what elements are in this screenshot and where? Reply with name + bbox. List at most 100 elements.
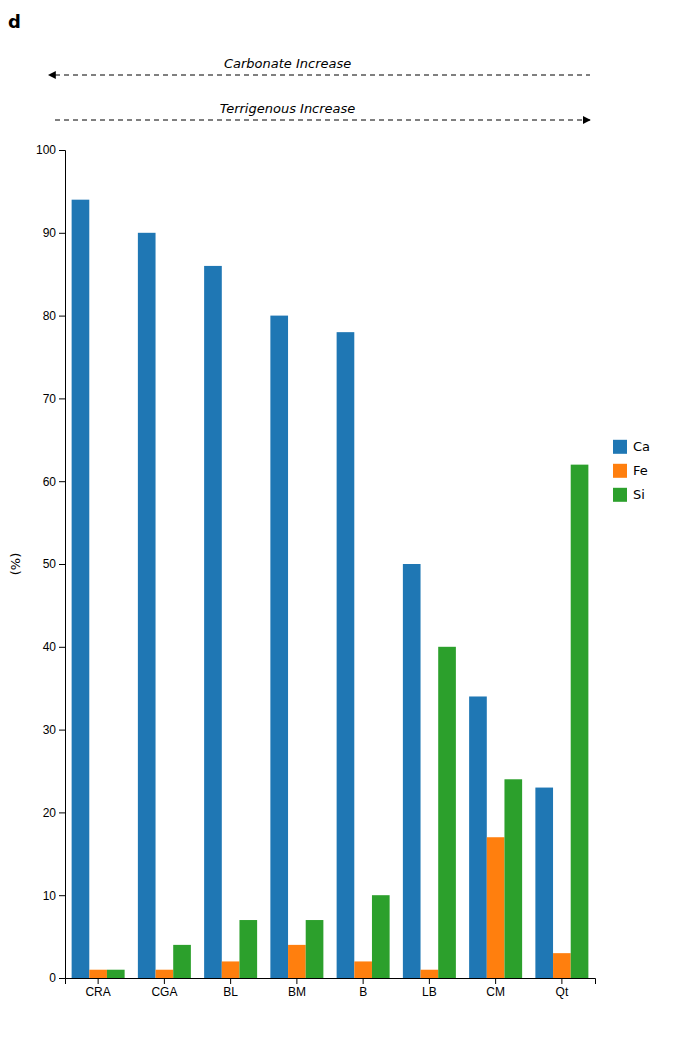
x-axis-line bbox=[66, 979, 596, 985]
y-tick-mark bbox=[59, 647, 65, 648]
series bbox=[72, 200, 553, 978]
bar bbox=[173, 945, 191, 978]
x-tick: CRA bbox=[85, 978, 110, 999]
legend-label: Fe bbox=[633, 463, 648, 478]
y-tick-mark bbox=[59, 150, 65, 151]
bar bbox=[239, 920, 257, 978]
y-tick: 40 bbox=[43, 640, 65, 654]
bar bbox=[553, 953, 571, 978]
series bbox=[89, 837, 570, 978]
y-tick-label: 10 bbox=[43, 889, 57, 903]
y-tick: 30 bbox=[43, 723, 65, 737]
x-tick-mark bbox=[164, 978, 165, 984]
y-tick-label: 70 bbox=[43, 392, 57, 406]
x-tick-label: CM bbox=[486, 985, 505, 999]
legend-item: Ca bbox=[613, 439, 650, 454]
x-tick-label: BM bbox=[288, 985, 306, 999]
y-tick-label: 0 bbox=[49, 971, 56, 985]
x-tick-mark bbox=[230, 978, 231, 984]
bar bbox=[571, 465, 589, 978]
bar bbox=[438, 647, 456, 978]
y-tick-mark bbox=[59, 978, 65, 979]
legend-swatch bbox=[613, 464, 627, 478]
x-tick-label: CGA bbox=[151, 985, 177, 999]
x-tick: BL bbox=[223, 978, 238, 999]
x-tick-label: BL bbox=[223, 985, 238, 999]
legend-label: Ca bbox=[633, 439, 650, 454]
y-tick-mark bbox=[59, 233, 65, 234]
y-tick-label: 30 bbox=[43, 723, 57, 737]
y-axis-line bbox=[59, 151, 66, 979]
y-tick-label: 50 bbox=[43, 557, 57, 571]
x-tick-label: Qt bbox=[556, 985, 569, 999]
y-tick-mark bbox=[59, 398, 65, 399]
bar bbox=[372, 895, 390, 978]
bar bbox=[270, 316, 288, 978]
y-tick: 70 bbox=[43, 392, 65, 406]
y-tick-mark bbox=[59, 812, 65, 813]
x-tick: CGA bbox=[151, 978, 177, 999]
y-tick-label: 40 bbox=[43, 640, 57, 654]
y-tick-label: 90 bbox=[43, 226, 57, 240]
y-tick: 20 bbox=[43, 806, 65, 820]
x-tick: BM bbox=[288, 978, 306, 999]
x-tick-mark bbox=[429, 978, 430, 984]
y-tick: 50 bbox=[43, 557, 65, 571]
bar bbox=[138, 233, 156, 978]
bar bbox=[222, 961, 240, 978]
bar bbox=[204, 266, 222, 978]
bar bbox=[421, 970, 439, 978]
y-axis: 0 10 20 30 40 50 60 70 80 90 100 bbox=[36, 143, 66, 985]
x-tick-mark bbox=[495, 978, 496, 984]
legend-label: Si bbox=[633, 487, 645, 502]
y-tick: 90 bbox=[43, 226, 65, 240]
bar bbox=[337, 332, 355, 978]
legend: Ca Fe Si bbox=[613, 439, 650, 502]
annotation-text: Terrigenous Increase bbox=[220, 101, 356, 116]
annotations: d Carbonate Increase Terrigenous Increase bbox=[8, 11, 590, 120]
bar bbox=[354, 961, 372, 978]
bar bbox=[403, 564, 421, 978]
x-tick: Qt bbox=[556, 978, 569, 999]
y-tick-label: 80 bbox=[43, 309, 57, 323]
y-tick-mark bbox=[59, 564, 65, 565]
y-tick-label: 60 bbox=[43, 475, 57, 489]
legend-swatch bbox=[613, 488, 627, 502]
bar bbox=[535, 788, 553, 978]
x-tick-mark bbox=[561, 978, 562, 984]
y-tick: 60 bbox=[43, 475, 65, 489]
x-tick-mark bbox=[296, 978, 297, 984]
x-tick: CM bbox=[486, 978, 505, 999]
chart: 0 10 20 30 40 50 60 70 80 90 100 CRA CGA BL BM B LB CM Qt (… bbox=[0, 0, 685, 1038]
bar bbox=[89, 970, 107, 978]
y-tick-mark bbox=[59, 481, 65, 482]
x-tick-label: LB bbox=[422, 985, 437, 999]
y-tick-mark bbox=[59, 730, 65, 731]
y-tick: 10 bbox=[43, 889, 65, 903]
y-tick: 100 bbox=[36, 143, 65, 157]
annotation-arrow bbox=[55, 120, 590, 121]
x-tick: B bbox=[359, 978, 367, 999]
bar bbox=[156, 970, 174, 978]
annotation-text: Carbonate Increase bbox=[224, 56, 351, 71]
bar bbox=[306, 920, 324, 978]
y-tick: 0 bbox=[49, 971, 65, 985]
bar bbox=[487, 837, 505, 978]
y-axis-title: (%) bbox=[8, 553, 23, 576]
annotation-arrow bbox=[55, 75, 590, 76]
x-tick: LB bbox=[422, 978, 437, 999]
x-tick-mark bbox=[363, 978, 364, 984]
y-tick-label: 20 bbox=[43, 806, 57, 820]
x-tick-label: B bbox=[359, 985, 367, 999]
y-tick: 80 bbox=[43, 309, 65, 323]
legend-item: Fe bbox=[613, 463, 648, 478]
legend-item: Si bbox=[613, 487, 645, 502]
bars bbox=[72, 200, 589, 978]
bar bbox=[72, 200, 90, 978]
bar bbox=[288, 945, 306, 978]
bar bbox=[504, 779, 522, 978]
bar bbox=[107, 970, 125, 978]
panel-label: d bbox=[8, 11, 21, 32]
series bbox=[107, 465, 588, 978]
plot: 0 10 20 30 40 50 60 70 80 90 100 CRA CGA BL BM B LB CM Qt (… bbox=[8, 143, 596, 998]
